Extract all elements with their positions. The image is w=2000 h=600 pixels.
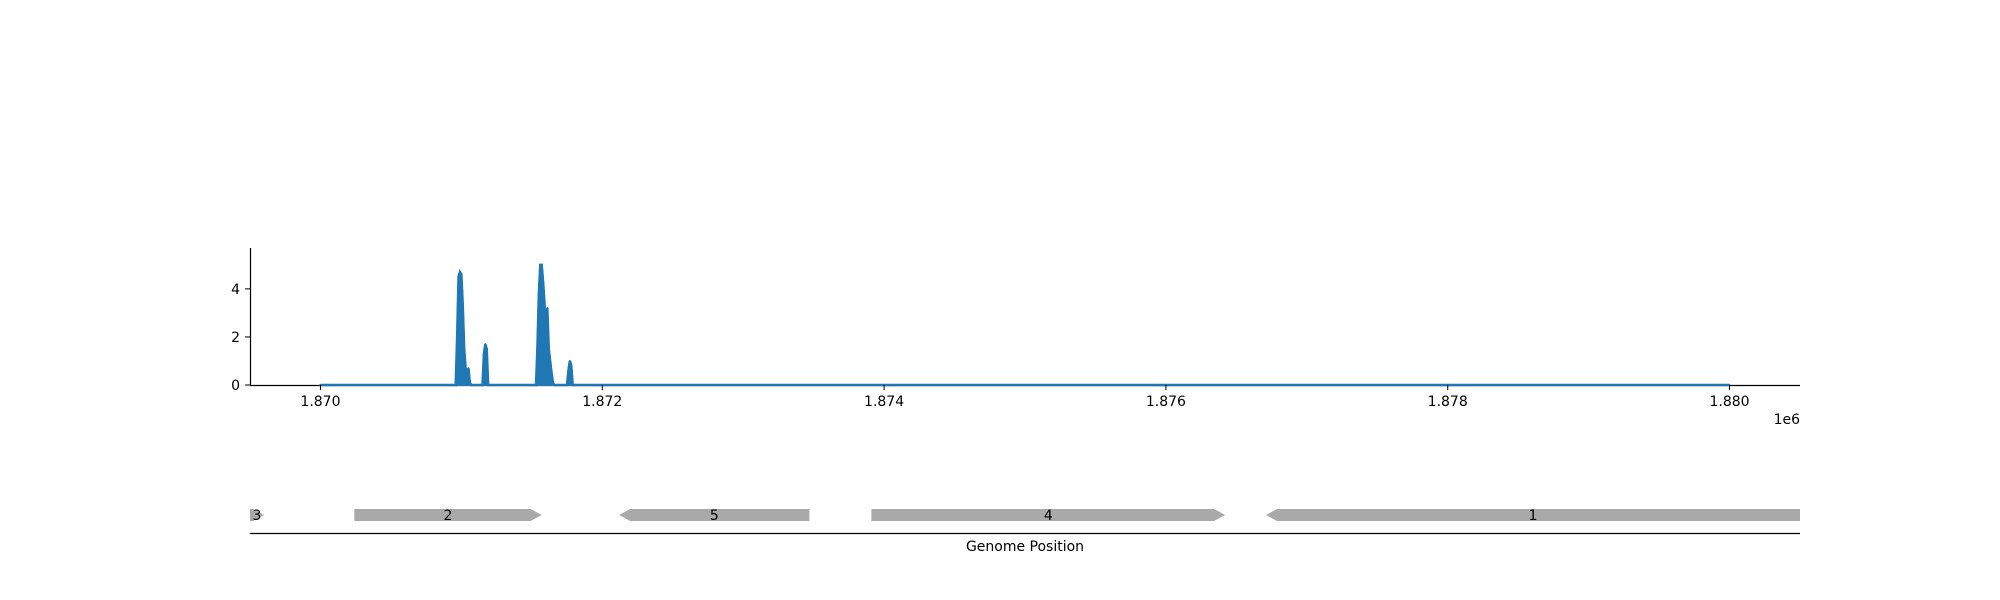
coverage-panel: 1.870 1.872 1.874 1.876 1.878 1.880 0 2 4 1e6 bbox=[231, 248, 1800, 428]
x-tick-label: 1.874 bbox=[864, 394, 904, 410]
x-axis-offset-label: 1e6 bbox=[1774, 412, 1801, 428]
gene-arrow bbox=[1266, 509, 1800, 521]
gene-label: 4 bbox=[1044, 508, 1053, 524]
coverage-line bbox=[320, 263, 1730, 387]
gene-arrow bbox=[871, 509, 1226, 521]
gene-label: 3 bbox=[253, 508, 262, 524]
y-tick-label: 2 bbox=[231, 330, 240, 346]
y-tick-label: 0 bbox=[231, 378, 240, 394]
gene-label: 2 bbox=[444, 508, 453, 524]
gene-track-panel: 3 2 5 4 1 Genome Position bbox=[250, 508, 1800, 555]
x-tick-label: 1.880 bbox=[1709, 394, 1749, 410]
y-tick-label: 4 bbox=[231, 282, 240, 298]
y-axis-ticks: 0 2 4 bbox=[231, 282, 250, 394]
gene-arrow bbox=[250, 509, 265, 521]
x-tick-label: 1.876 bbox=[1146, 394, 1186, 410]
x-axis-title: Genome Position bbox=[966, 539, 1084, 555]
x-tick-label: 1.872 bbox=[582, 394, 622, 410]
gene-label: 5 bbox=[710, 508, 719, 524]
gene-label: 1 bbox=[1529, 508, 1538, 524]
gene-track-genes: 3 2 5 4 1 bbox=[250, 508, 1800, 524]
coverage-area bbox=[319, 263, 1731, 386]
x-tick-label: 1.870 bbox=[300, 394, 340, 410]
x-axis-ticks: 1.870 1.872 1.874 1.876 1.878 1.880 bbox=[300, 385, 1750, 410]
x-tick-label: 1.878 bbox=[1428, 394, 1468, 410]
gene-arrow bbox=[619, 509, 810, 521]
gene-arrow bbox=[354, 509, 542, 521]
coverage-series bbox=[319, 263, 1731, 387]
